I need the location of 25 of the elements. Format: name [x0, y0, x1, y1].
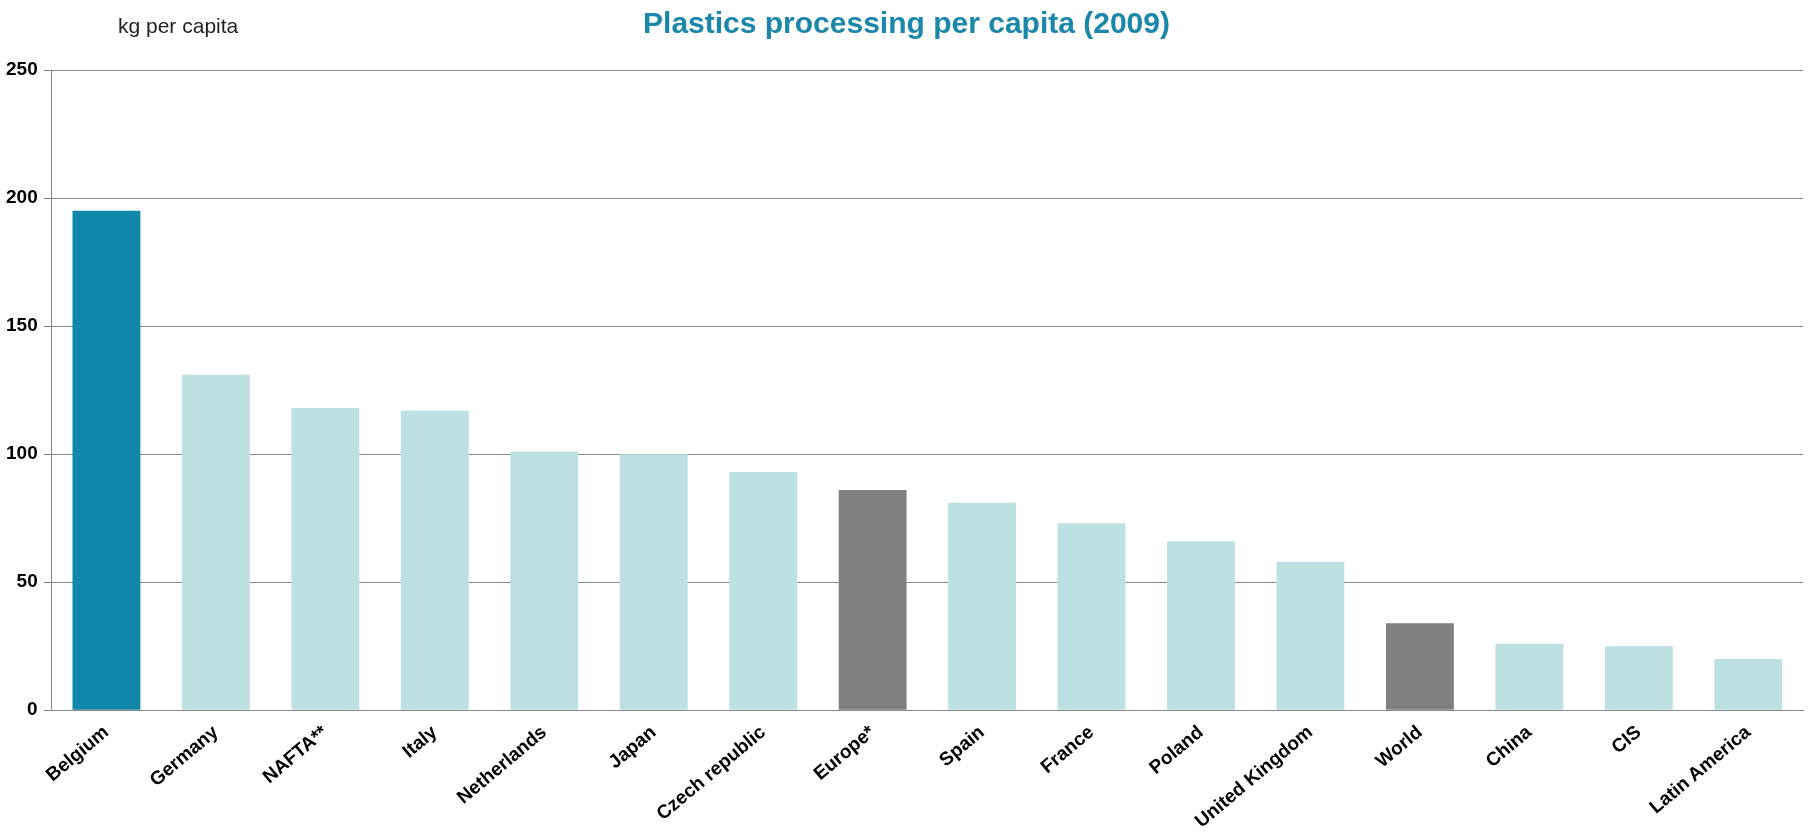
y-tick-label: 0 — [27, 698, 38, 720]
bar — [1057, 523, 1126, 710]
bar — [1714, 659, 1783, 710]
y-tick-label: 200 — [6, 186, 38, 208]
y-axis-title: kg per capita — [118, 14, 239, 38]
bar — [729, 472, 798, 710]
y-tick-label: 250 — [6, 58, 38, 80]
bar — [1167, 541, 1235, 710]
bar — [181, 374, 250, 710]
bar — [72, 210, 141, 710]
x-tick-label: CIS — [1607, 720, 1645, 758]
bar — [1385, 623, 1454, 710]
y-tick-label: 100 — [6, 442, 38, 464]
bar — [948, 502, 1017, 710]
bar — [510, 451, 579, 710]
y-tick-label: 50 — [16, 570, 38, 592]
x-tick-label: Italy — [398, 720, 442, 762]
bar — [1276, 561, 1345, 710]
chart-title: Plastics processing per capita (2009) — [643, 6, 1170, 39]
bar — [1495, 643, 1564, 710]
bar — [619, 454, 688, 710]
y-tick-label: 150 — [6, 314, 38, 336]
bar — [291, 408, 360, 710]
bar — [400, 410, 469, 710]
bar — [1604, 646, 1673, 710]
